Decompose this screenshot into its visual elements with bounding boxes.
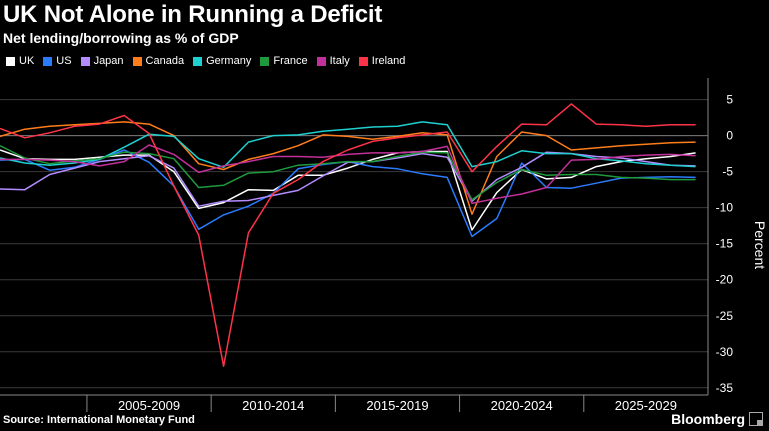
x-tick-label: 2005-2009 xyxy=(118,398,180,413)
x-tick-label: 2020-2024 xyxy=(491,398,553,413)
y-tick-label: 5 xyxy=(726,93,733,107)
chart-legend: UK US Japan Canada Germany France Italy Ireland xyxy=(6,55,405,67)
legend-item-italy: Italy xyxy=(316,55,350,67)
series-line-japan xyxy=(0,151,696,207)
x-tick-label: 2025-2029 xyxy=(615,398,677,413)
legend-label: Japan xyxy=(93,55,124,67)
legend-swatch xyxy=(6,56,15,66)
legend-item-canada: Canada xyxy=(132,55,185,67)
legend-label: Canada xyxy=(145,55,185,67)
series-line-france xyxy=(0,145,696,201)
legend-swatch xyxy=(80,56,90,66)
y-tick-label: -20 xyxy=(716,273,734,287)
source-note: Source: International Monetary Fund xyxy=(3,414,195,426)
chart-title: UK Not Alone in Running a Deficit xyxy=(3,1,383,28)
legend-item-japan: Japan xyxy=(80,55,124,67)
series-line-italy xyxy=(0,144,696,205)
legend-item-ireland: Ireland xyxy=(358,55,406,67)
legend-item-us: US xyxy=(43,55,72,67)
legend-swatch xyxy=(358,56,368,66)
x-tick-label: 2010-2014 xyxy=(242,398,304,413)
y-tick-label: -10 xyxy=(716,201,734,215)
series-line-canada xyxy=(0,121,696,215)
legend-swatch xyxy=(260,56,270,66)
legend-label: Ireland xyxy=(371,55,406,67)
legend-label: Italy xyxy=(329,55,350,67)
brand-label: Bloomberg xyxy=(671,411,745,427)
legend-item-uk: UK xyxy=(6,55,34,67)
legend-label: France xyxy=(273,55,308,67)
legend-item-france: France xyxy=(260,55,308,67)
legend-swatch xyxy=(132,56,142,66)
y-tick-label: -35 xyxy=(716,381,734,395)
y-axis-label: Percent xyxy=(752,221,768,269)
legend-swatch xyxy=(316,56,326,66)
series-line-germany xyxy=(0,121,696,169)
y-tick-label: -5 xyxy=(722,165,733,179)
bloomberg-logo: Bloomberg xyxy=(671,411,763,427)
legend-swatch xyxy=(43,56,53,66)
bloomberg-mark-icon xyxy=(749,412,763,426)
legend-item-germany: Germany xyxy=(193,55,251,67)
legend-swatch xyxy=(193,56,203,66)
legend-label: US xyxy=(56,55,72,67)
y-tick-label: -30 xyxy=(716,345,734,359)
y-tick-label: 0 xyxy=(726,129,733,143)
series-line-ireland xyxy=(0,103,696,367)
legend-label: Germany xyxy=(206,55,252,67)
chart-subtitle: Net lending/borrowing as % of GDP xyxy=(3,30,239,46)
legend-label: UK xyxy=(19,55,35,67)
y-tick-label: -15 xyxy=(716,237,734,251)
y-tick-label: -25 xyxy=(716,309,734,323)
x-tick-label: 2015-2019 xyxy=(366,398,428,413)
